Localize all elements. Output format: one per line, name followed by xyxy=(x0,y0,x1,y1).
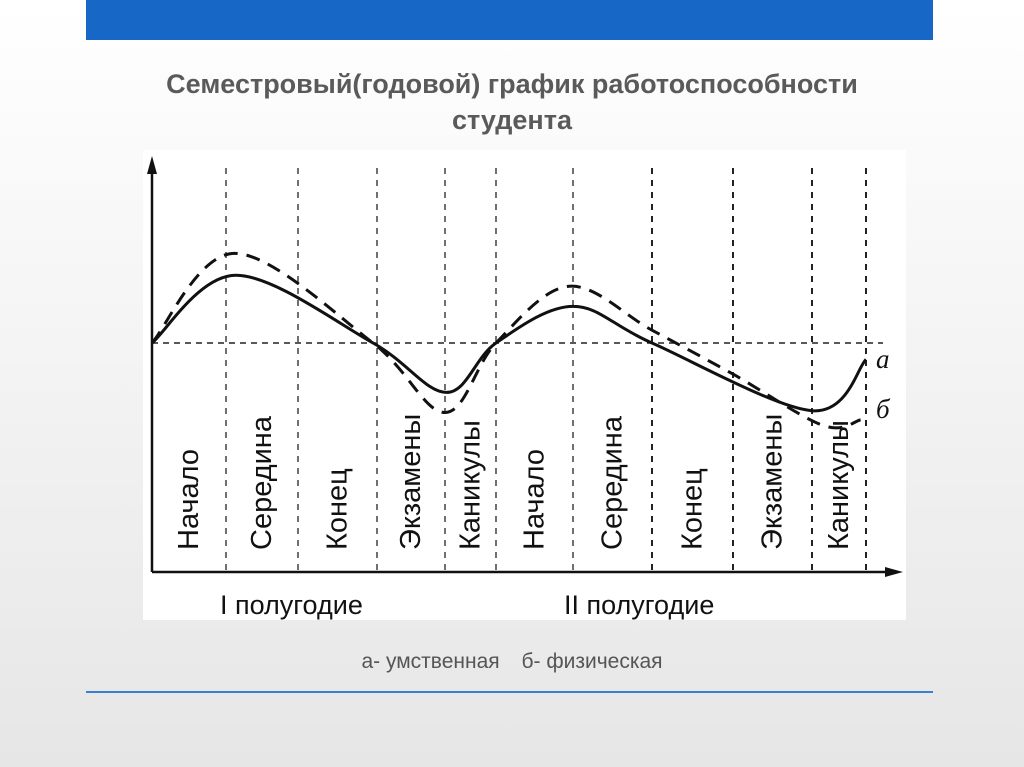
series-b-line xyxy=(150,251,862,430)
period-label: Конец xyxy=(677,468,709,550)
chart-svg: Начало Середина Конец Экзамены Каникулы Начал… xyxy=(147,156,903,620)
slide-title: Семестровый(годовой) график работоспособ… xyxy=(40,66,984,138)
period-label: Середина xyxy=(246,415,278,550)
period-label: Каникулы xyxy=(455,420,487,550)
top-accent-bar xyxy=(86,0,933,40)
period-label: Начало xyxy=(173,449,205,550)
title-line-2: студента xyxy=(452,105,572,135)
legend-a: а- умственная xyxy=(361,650,500,673)
series-label: а xyxy=(876,344,890,374)
series-a-line xyxy=(151,273,868,413)
bottom-divider xyxy=(86,691,933,693)
half-label: II полугодие xyxy=(564,590,714,620)
period-label: Каникулы xyxy=(823,420,855,550)
y-axis-arrow xyxy=(147,156,157,174)
legend-b: б- физическая xyxy=(521,650,663,673)
period-label: Экзамены xyxy=(757,414,789,550)
period-label: Экзамены xyxy=(395,414,427,550)
period-label: Середина xyxy=(597,415,629,550)
series-label: б xyxy=(876,394,891,424)
title-line-1: Семестровый(годовой) график работоспособ… xyxy=(166,69,858,99)
legend: а- умственная б- физическая xyxy=(0,650,1024,674)
period-label: Конец xyxy=(322,468,354,550)
chart: Начало Середина Конец Экзамены Каникулы Начал… xyxy=(143,150,906,620)
period-label: Начало xyxy=(519,449,551,550)
half-label: I полугодие xyxy=(220,590,363,620)
x-axis-arrow xyxy=(885,567,903,577)
